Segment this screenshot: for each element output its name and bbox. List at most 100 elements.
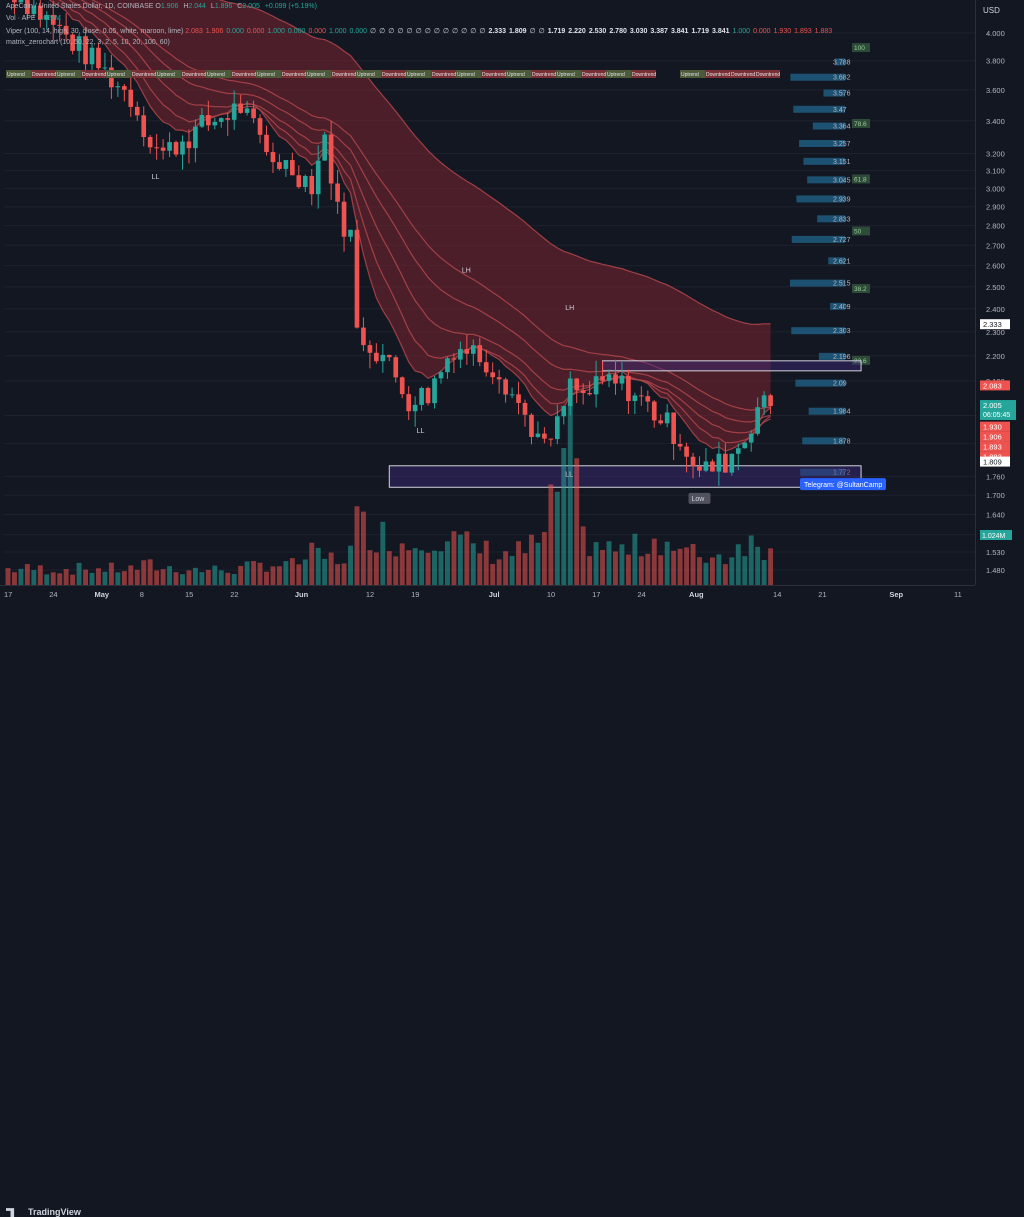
symbol-title[interactable]: ApeCoin / United States Dollar, 1D, COIN…: [6, 3, 154, 10]
volume-study-label[interactable]: Vol · APE: [6, 15, 36, 22]
volume-bar: [619, 544, 625, 585]
price-tick-label: 3.800: [986, 57, 1005, 66]
candle-body: [716, 453, 722, 472]
high-label: H: [183, 3, 189, 10]
trend-cell: [755, 70, 780, 78]
viper-value: 1.906: [205, 28, 224, 35]
price-tick-label: 1.480: [986, 566, 1005, 575]
candle-body: [393, 357, 399, 378]
volume-bar: [638, 556, 644, 585]
watermark-badge: [800, 478, 886, 491]
tradingview-logo[interactable]: TradingView: [6, 1207, 81, 1217]
candle-body: [639, 395, 644, 397]
legend-matrix-line: matrix_zerochart (10, 50, 22, 3, 2, 5, 1…: [6, 39, 170, 46]
candle-body: [735, 448, 741, 454]
candle-body: [380, 354, 386, 362]
viper-value: ∅: [529, 28, 536, 35]
candle-body: [76, 36, 82, 51]
profile-bar: [800, 468, 845, 476]
profile-level-label: 3.151: [833, 159, 851, 166]
fib-tag-bg: [852, 118, 870, 128]
volume-bar: [574, 458, 580, 585]
price-tick-label: 2.500: [986, 283, 1005, 292]
volume-bar: [658, 555, 664, 585]
matrix-study-label[interactable]: matrix_zerochart (10, 50, 22, 3, 2, 5, 1…: [6, 39, 170, 46]
candle-body: [70, 34, 75, 51]
candle-body: [516, 394, 521, 403]
trend-cell: [730, 70, 755, 78]
candle-body: [322, 134, 327, 161]
candle-body: [277, 162, 282, 169]
volume-bar: [199, 572, 205, 585]
trend-label: Uptrend: [407, 72, 425, 78]
candle-body: [206, 115, 211, 126]
price-axis[interactable]: 4.000 3.800 3.600 3.400 3.200 3.100 3.000 2.900…: [975, 0, 1024, 585]
candle-body: [173, 142, 179, 155]
candle-body: [212, 121, 218, 126]
price-badge-low: 1.809: [983, 458, 1002, 467]
pivot-label: LH: [565, 305, 574, 312]
viper-study-label[interactable]: Viper (100, 14, high, 30, close, 0.05, w…: [6, 28, 184, 35]
volume-bar: [205, 569, 211, 585]
candle-body: [464, 349, 470, 354]
volume-bar: [231, 573, 237, 585]
volume-bar: [503, 551, 509, 585]
time-tick-label: 15: [185, 590, 193, 599]
volume-bar: [613, 551, 618, 585]
volume-bar: [729, 557, 735, 585]
candle-body: [147, 137, 153, 148]
candle-body: [270, 152, 276, 163]
currency-label[interactable]: USD: [983, 6, 1000, 15]
trend-cell: [406, 70, 431, 78]
volume-bar: [83, 569, 89, 585]
price-tick-label: 4.000: [986, 29, 1005, 38]
price-chart[interactable]: 3.788 3.682 3.576 3.47 3.364 3.257 3.151 3.045 2…: [0, 0, 1024, 621]
viper-value: 0.000: [308, 28, 326, 35]
chart-area[interactable]: 3.788 3.682 3.576 3.47 3.364 3.257 3.151 3.045 2…: [0, 0, 1024, 621]
volume-bar: [167, 566, 173, 585]
trend-label: Downtrend: [756, 72, 780, 78]
candle-body: [690, 456, 696, 467]
profile-bar: [791, 235, 845, 243]
candle-body: [613, 374, 618, 384]
candle-body: [703, 461, 709, 471]
time-tick-label: 11: [954, 590, 962, 599]
volume-bar: [102, 571, 108, 585]
time-axis[interactable]: 17 24 May 8 15 22 Jun 12 19 Jul 10 17 24 Aug 14 21 Sep 11: [0, 585, 975, 602]
fib-tag-bg: [852, 43, 870, 53]
candle-body: [477, 345, 483, 363]
viper-value: 3.841: [712, 28, 730, 35]
trend-label: Downtrend: [382, 72, 406, 78]
candle-body: [742, 442, 748, 449]
candle-body: [231, 103, 237, 120]
legend-viper-line: Viper (100, 14, high, 30, close, 0.05, w…: [6, 27, 835, 35]
volume-bar: [386, 551, 392, 585]
volume-bar: [651, 538, 657, 585]
time-tick-label: 17: [592, 590, 600, 599]
support-zone[interactable]: [388, 465, 862, 488]
volume-bar: [96, 568, 101, 585]
viper-value: 1.719: [691, 28, 709, 35]
resistance-zone[interactable]: [602, 360, 862, 372]
profile-level-label: 2.727: [833, 237, 851, 244]
candle-body: [522, 402, 528, 415]
time-tick-label: Sep: [889, 590, 903, 599]
stack-badge-label: 1.893: [983, 443, 1002, 452]
viper-value: 0.000: [246, 28, 265, 35]
pivot-label: LH: [462, 267, 471, 274]
candle-body: [134, 106, 140, 116]
candle-body: [218, 118, 224, 122]
trend-cell: [181, 70, 206, 78]
volume-bar: [768, 548, 774, 585]
open-value: 1.906: [160, 3, 179, 10]
trend-cell: [81, 70, 106, 78]
volume-bar: [522, 553, 528, 585]
candle-body: [290, 160, 295, 176]
candle-body: [257, 118, 263, 135]
volume-bar: [457, 534, 463, 585]
time-tick-label: 24: [49, 590, 57, 599]
profile-level-label: 2.409: [833, 304, 851, 311]
price-badge-low-bg: [980, 456, 1010, 467]
viper-value: ∅: [388, 28, 395, 35]
profile-level-label: 3.788: [833, 59, 851, 66]
